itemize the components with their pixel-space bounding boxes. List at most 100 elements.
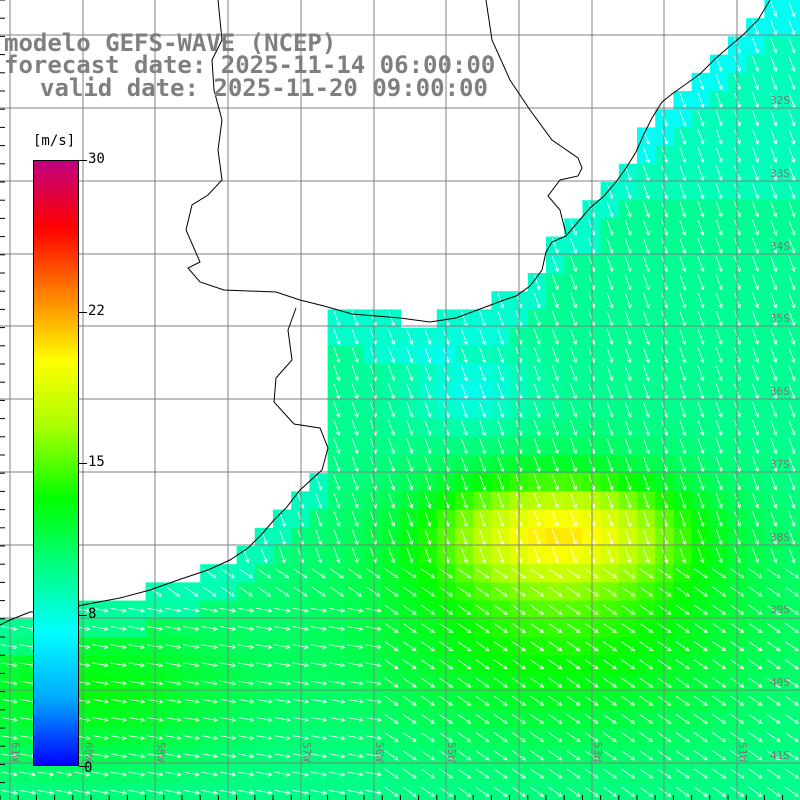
- lon-label: 58W: [154, 742, 167, 762]
- wind-arrow: [675, 568, 690, 579]
- wind-arrow: [639, 677, 654, 688]
- wind-arrow: [237, 607, 255, 613]
- wind-arrow: [752, 219, 759, 236]
- wind-arrow: [679, 110, 687, 127]
- wind-arrow: [1, 717, 18, 722]
- wind-arrow: [675, 786, 690, 797]
- wind-arrow: [715, 74, 723, 91]
- wind-arrow: [752, 147, 759, 163]
- wind-arrow: [366, 568, 381, 579]
- wind-arrow: [402, 586, 417, 597]
- wind-arrow: [475, 768, 490, 779]
- wind-arrow: [766, 750, 781, 761]
- wind-arrow: [533, 529, 541, 546]
- wind-cell: [782, 109, 800, 128]
- wind-arrow: [766, 768, 781, 779]
- wind-cell: [273, 782, 292, 800]
- wind-arrow: [770, 1, 778, 18]
- wind-arrow: [770, 529, 778, 546]
- wind-arrow: [533, 420, 541, 436]
- wind-cell: [54, 782, 74, 800]
- wind-arrow: [788, 183, 796, 200]
- wind-arrow: [292, 789, 310, 795]
- wind-arrow: [420, 604, 435, 615]
- wind-arrow: [257, 568, 272, 579]
- wind-arrow: [475, 659, 490, 670]
- wind-arrow: [788, 128, 796, 145]
- wind-arrow: [643, 492, 650, 509]
- wind-arrow: [639, 750, 654, 761]
- wind-arrow: [748, 586, 763, 597]
- wind-arrow: [497, 292, 505, 309]
- wind-arrow: [770, 183, 778, 200]
- wind-arrow: [606, 420, 614, 436]
- wind-arrow: [679, 438, 687, 455]
- wind-arrow: [274, 680, 291, 686]
- wind-arrow: [788, 292, 796, 309]
- wind-arrow: [566, 750, 581, 761]
- wind-arrow: [493, 732, 508, 743]
- wind-cell: [691, 782, 711, 800]
- wind-arrow: [697, 128, 705, 145]
- wind-arrow: [606, 547, 614, 564]
- wind-arrow: [697, 438, 705, 455]
- wind-arrow: [606, 183, 614, 200]
- wind-arrow: [315, 511, 323, 527]
- wind-arrow: [164, 717, 182, 722]
- colorbar-tick-label: 0: [84, 760, 93, 776]
- wind-arrow: [328, 753, 346, 759]
- wind-arrow: [697, 511, 705, 527]
- wind-arrow: [621, 659, 636, 670]
- wind-arrow: [255, 644, 273, 650]
- wind-arrow: [530, 695, 545, 706]
- lat-label: 33S: [770, 167, 790, 180]
- wind-arrow: [128, 771, 146, 777]
- wind-cell: [236, 782, 256, 800]
- wind-arrow: [493, 622, 508, 633]
- wind-arrow: [110, 607, 128, 613]
- wind-arrow: [566, 586, 581, 597]
- wind-arrow: [566, 768, 581, 779]
- wind-arrow: [1, 753, 18, 759]
- wind-arrow: [92, 680, 109, 686]
- wind-arrow: [329, 586, 344, 597]
- wind-arrow: [697, 256, 705, 273]
- wind-arrow: [602, 641, 617, 652]
- wind-arrow: [164, 607, 182, 613]
- wind-arrow: [388, 365, 395, 382]
- wind-arrow: [566, 622, 581, 633]
- wind-arrow: [552, 511, 559, 527]
- wind-arrow: [643, 256, 650, 273]
- wind-arrow: [639, 713, 654, 724]
- wind-arrow: [424, 347, 432, 364]
- wind-arrow: [475, 786, 490, 797]
- wind-arrow: [697, 274, 705, 291]
- lat-label: 39S: [770, 603, 790, 616]
- wind-arrow: [679, 165, 687, 182]
- wind-arrow: [679, 183, 687, 200]
- wind-arrow: [292, 753, 310, 759]
- wind-arrow: [328, 771, 346, 777]
- wind-arrow: [333, 347, 341, 364]
- wind-arrow: [675, 750, 690, 761]
- wind-arrow: [788, 238, 796, 254]
- wind-arrow: [712, 677, 727, 688]
- colorbar-tick-label: 15: [88, 454, 105, 470]
- wind-arrow: [365, 698, 382, 704]
- wind-arrow: [643, 183, 650, 200]
- wind-arrow: [697, 474, 705, 491]
- wind-arrow: [715, 256, 723, 273]
- wind-arrow: [110, 626, 128, 631]
- wind-arrow: [183, 644, 200, 650]
- wind-arrow: [643, 219, 650, 236]
- wind-arrow: [461, 474, 468, 491]
- wind-arrow: [770, 329, 778, 345]
- wind-cell: [782, 91, 800, 110]
- wind-arrow: [715, 128, 723, 145]
- colorbar: [33, 160, 79, 766]
- wind-arrow: [766, 677, 781, 688]
- wind-arrow: [712, 659, 727, 670]
- wind-arrow: [184, 586, 199, 597]
- wind-arrow: [424, 401, 432, 418]
- wind-arrow: [770, 347, 778, 364]
